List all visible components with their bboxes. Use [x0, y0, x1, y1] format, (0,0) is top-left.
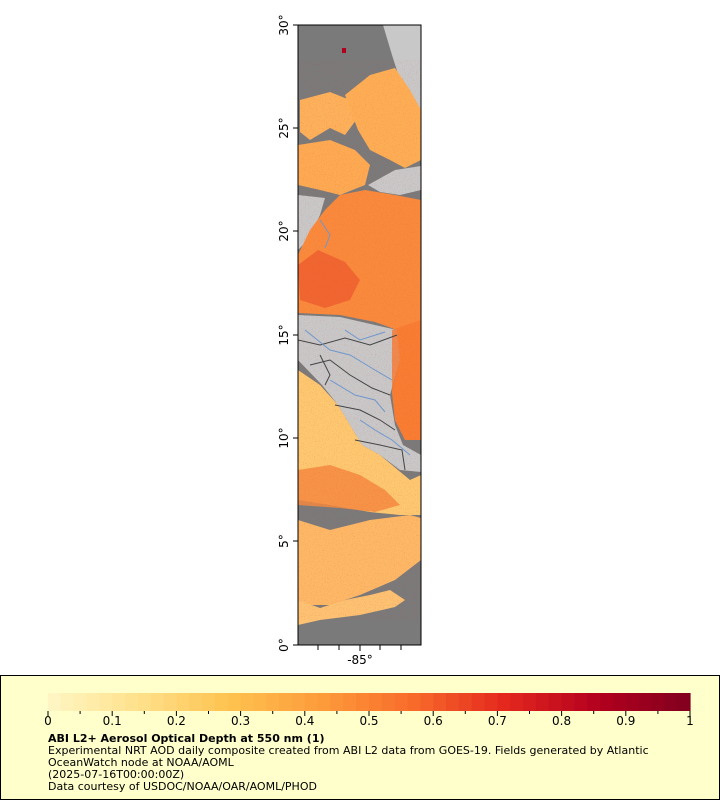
map-area: 0° 5° 10° 15° 20° 25° 30° -85°	[277, 14, 422, 667]
lat-tick-label: 0°	[277, 638, 291, 652]
colorbar-tick-label: 0.6	[424, 714, 443, 728]
colorbar-cell	[304, 693, 319, 711]
aod-field	[298, 60, 421, 625]
colorbar: 0 0.1 0.2 0.3 0.4 0.5 0.6 0.7 0.8 0.9 1	[44, 693, 694, 728]
colorbar-cell	[638, 693, 653, 711]
colorbar-cell	[60, 693, 75, 711]
plot-area	[298, 25, 421, 645]
colorbar-cell	[317, 693, 332, 711]
colorbar-cell	[125, 693, 139, 711]
colorbar-tick-label: 0.1	[103, 714, 122, 728]
colorbar-cell	[189, 693, 203, 711]
colorbar-cell	[471, 693, 486, 711]
colorbar-cell	[446, 693, 460, 711]
colorbar-cell	[279, 693, 293, 711]
lon-tick-label: -85°	[347, 653, 373, 667]
colorbar-tick-label: 0.7	[488, 714, 507, 728]
colorbar-cell	[214, 693, 229, 711]
colorbar-ticks: 0 0.1 0.2 0.3 0.4 0.5 0.6 0.7 0.8 0.9 1	[44, 711, 694, 728]
lat-tick-label: 25°	[277, 117, 291, 138]
colorbar-cell	[394, 693, 409, 711]
colorbar-cell	[651, 693, 665, 711]
colorbar-cell	[497, 693, 511, 711]
colorbar-cell	[381, 693, 396, 711]
colorbar-cell	[291, 693, 306, 711]
colorbar-cells	[48, 693, 691, 711]
lat-tick-label: 15°	[277, 324, 291, 345]
colorbar-cell	[163, 693, 177, 711]
colorbar-cell	[600, 693, 614, 711]
colorbar-cell	[253, 693, 267, 711]
legend-title: ABI L2+ Aerosol Optical Depth at 550 nm …	[48, 732, 325, 745]
colorbar-cell	[176, 693, 190, 711]
colorbar-tick-label: 0.5	[359, 714, 378, 728]
colorbar-cell	[150, 693, 165, 711]
colorbar-cell	[227, 693, 242, 711]
colorbar-tick-label: 0.9	[616, 714, 635, 728]
colorbar-cell	[202, 693, 216, 711]
caption-credit: Data courtesy of USDOC/NOAA/OAR/AOML/PHO…	[48, 780, 317, 793]
colorbar-cell	[677, 693, 691, 711]
colorbar-cell	[266, 693, 280, 711]
caption-date: (2025-07-16T00:00:00Z)	[48, 768, 185, 781]
latitude-axis: 0° 5° 10° 15° 20° 25° 30°	[277, 14, 298, 652]
colorbar-cell	[484, 693, 498, 711]
lat-tick-label: 5°	[277, 534, 291, 548]
rivers	[304, 219, 411, 456]
colorbar-cell	[535, 693, 550, 711]
caption-line: OceanWatch node at NOAA/AOML	[48, 756, 234, 769]
colorbar-cell	[587, 693, 601, 711]
lat-tick-label: 20°	[277, 220, 291, 241]
colorbar-cell	[510, 693, 524, 711]
colorbar-tick-label: 0.2	[167, 714, 186, 728]
colorbar-cell	[420, 693, 434, 711]
colorbar-cell	[356, 693, 370, 711]
colorbar-cell	[112, 693, 126, 711]
colorbar-cell	[99, 693, 113, 711]
colorbar-cell	[561, 693, 576, 711]
colorbar-cell	[48, 693, 62, 711]
aod-map: 0° 5° 10° 15° 20° 25° 30° -85°	[277, 14, 422, 667]
colorbar-cell	[369, 693, 383, 711]
colorbar-tick-label: 0.4	[295, 714, 314, 728]
colorbar-cell	[458, 693, 473, 711]
longitude-axis: -85°	[317, 645, 402, 667]
colorbar-cell	[625, 693, 640, 711]
colorbar-tick-label: 1	[686, 714, 694, 728]
colorbar-cell	[664, 693, 678, 711]
colorbar-cell	[407, 693, 421, 711]
colorbar-cell	[343, 693, 357, 711]
colorbar-cell	[73, 693, 88, 711]
aod-hotspot	[342, 48, 346, 53]
colorbar-cell	[86, 693, 100, 711]
colorbar-cell	[433, 693, 447, 711]
legend-panel: 0 0.1 0.2 0.3 0.4 0.5 0.6 0.7 0.8 0.9 1	[0, 675, 720, 800]
colorbar-cell	[548, 693, 563, 711]
colorbar-tick-label: 0	[44, 714, 52, 728]
colorbar-cell	[330, 693, 344, 711]
colorbar-cell	[612, 693, 627, 711]
colorbar-tick-label: 0.8	[552, 714, 571, 728]
colorbar-cell	[240, 693, 255, 711]
lat-tick-label: 30°	[277, 14, 291, 35]
country-borders	[298, 334, 406, 471]
lat-tick-label: 10°	[277, 427, 291, 448]
colorbar-cell	[137, 693, 152, 711]
caption-line: Experimental NRT AOD daily composite cre…	[48, 744, 649, 757]
colorbar-cell	[523, 693, 537, 711]
colorbar-tick-label: 0.3	[231, 714, 250, 728]
colorbar-cell	[574, 693, 588, 711]
